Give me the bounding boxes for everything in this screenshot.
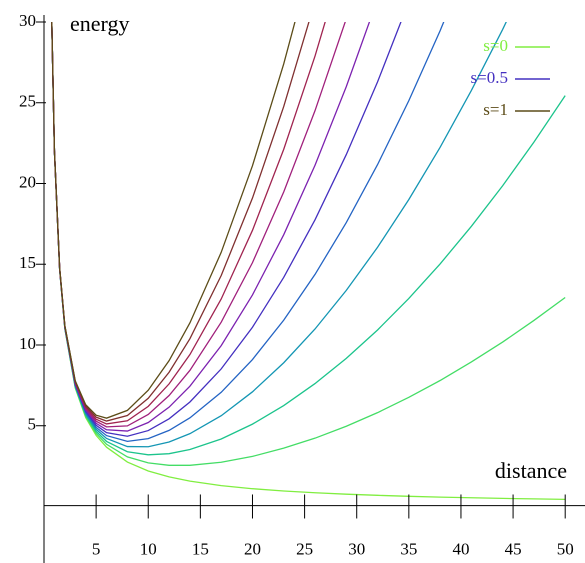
y-tick-label: 30 [19,11,36,30]
curve [51,22,371,432]
curves [51,22,566,501]
curve [51,22,346,428]
x-tick-label: 5 [92,539,101,558]
y-axis-label: energy [70,11,129,36]
legend-label: s=0 [483,36,508,55]
x-tick-label: 25 [296,539,313,558]
curve [51,22,296,419]
legend-label: s=1 [483,100,508,119]
x-axis-label: distance [495,458,567,483]
y-tick-label: 20 [19,172,36,191]
x-tick-label: 15 [192,539,209,558]
y-tick-label: 10 [19,334,36,353]
x-tick-label: 30 [348,539,365,558]
legend-label: s=0.5 [471,68,508,87]
x-tick-label: 50 [557,539,574,558]
y-tick-label: 5 [28,415,37,434]
curve [51,22,402,437]
curve [51,22,326,425]
y-tick-label: 25 [19,92,36,111]
x-tick-label: 40 [452,539,469,558]
x-tick-label: 10 [140,539,157,558]
x-tick-label: 45 [505,539,522,558]
x-tick-label: 35 [400,539,417,558]
curve [51,22,445,443]
x-tick-label: 20 [244,539,261,558]
y-tick-label: 15 [19,253,36,272]
curve [51,22,507,448]
